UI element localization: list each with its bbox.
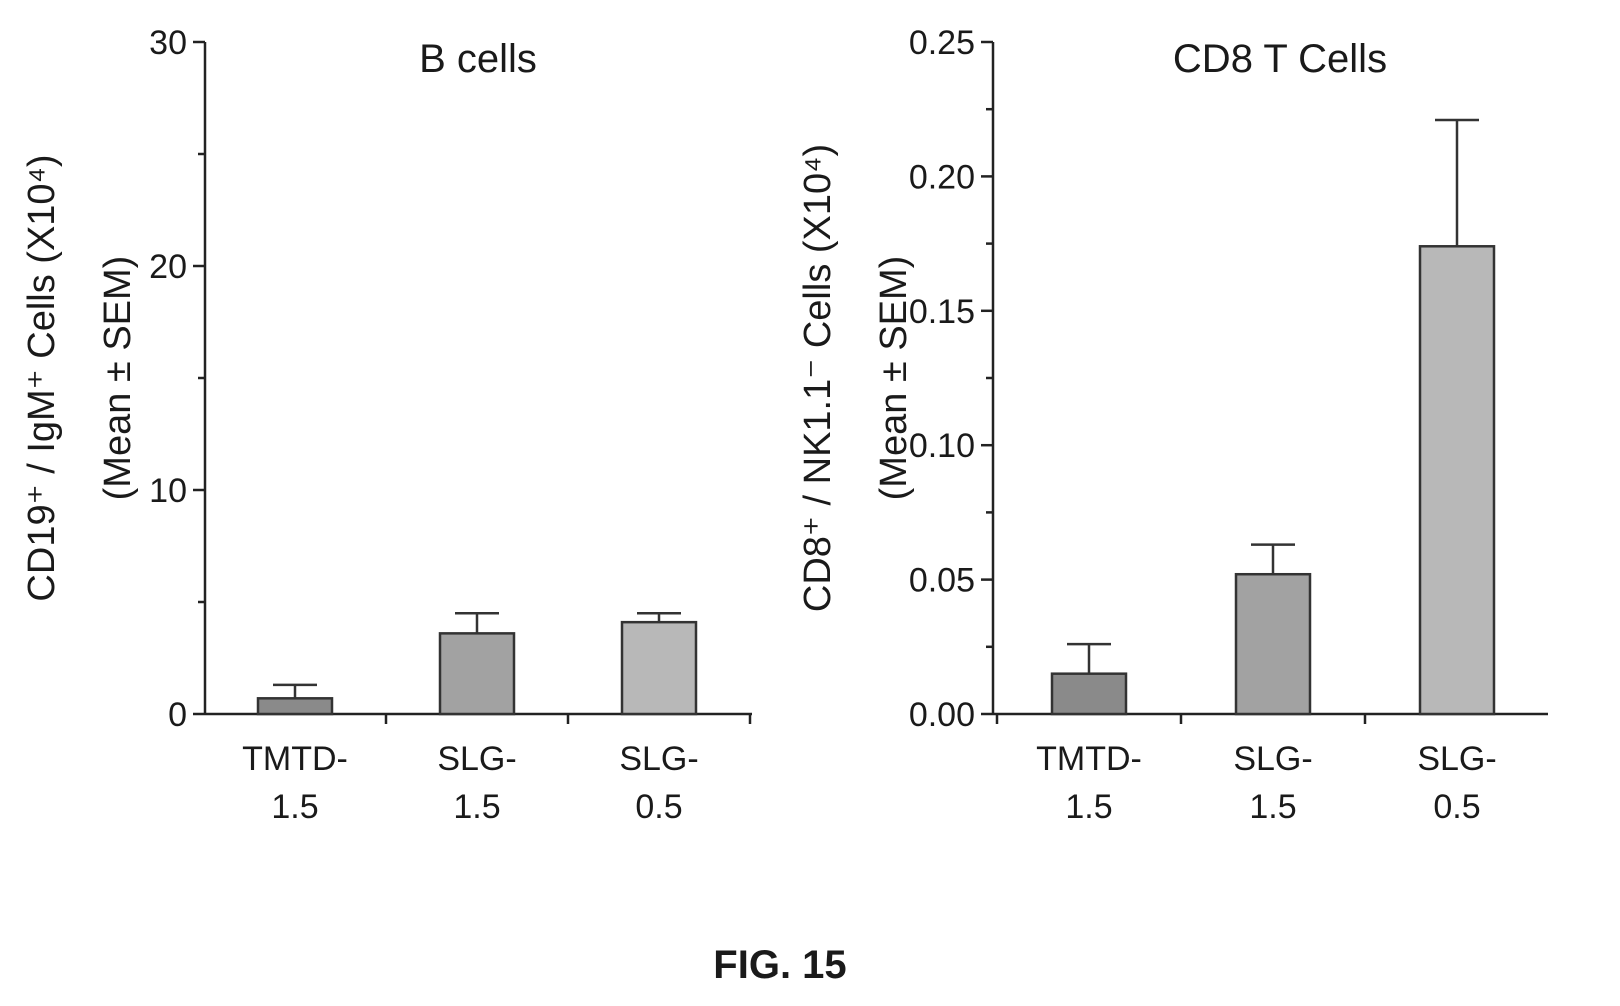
y-tick-label: 0.00	[909, 696, 975, 734]
y-axis-label: CD19⁺ / IgM⁺ Cells (X10⁴)	[21, 154, 63, 601]
x-category-label: 1.5	[1065, 788, 1112, 826]
y-tick-label: 0.10	[909, 427, 975, 465]
x-category-label: SLG-	[1417, 740, 1496, 778]
x-category-label: TMTD-	[242, 740, 348, 778]
y-axis-label: CD8⁺ / NK1.1⁻ Cells (X10⁴)	[797, 144, 839, 612]
bar	[620, 620, 698, 716]
y-tick-label: 0.15	[909, 293, 975, 331]
bar	[438, 632, 516, 716]
chart-title: B cells	[419, 37, 537, 81]
y-tick-label: 20	[149, 248, 187, 286]
x-category-label: TMTD-	[1036, 740, 1142, 778]
x-category-label: 1.5	[1249, 788, 1296, 826]
y-tick-label: 0	[168, 696, 187, 734]
bar	[1234, 572, 1312, 716]
chart-panel-1: 0 10 20 30 TMTD- 1.5 SLG- 1.5 SLG- 0.5 B cells CD19…	[21, 24, 752, 826]
x-category-label: 0.5	[1433, 788, 1480, 826]
y-tick-label: 30	[149, 24, 187, 62]
x-category-label: SLG-	[619, 740, 698, 778]
x-category-label: 1.5	[453, 788, 500, 826]
chart-title: CD8 T Cells	[1173, 37, 1387, 81]
x-category-label: 1.5	[271, 788, 318, 826]
x-category-label: SLG-	[1233, 740, 1312, 778]
figure-caption: FIG. 15	[713, 943, 846, 987]
y-tick-label: 0.20	[909, 158, 975, 196]
x-category-label: SLG-	[437, 740, 516, 778]
bar	[1418, 245, 1496, 716]
bar	[256, 697, 334, 716]
y-axis-label-sub: (Mean ± SEM)	[97, 256, 139, 501]
chart-panel-2: 0.00 0.05 0.10 0.15 0.20 0.25 TMTD- 1.5 SLG- 1.5 S…	[797, 24, 1548, 826]
y-tick-label: 10	[149, 472, 187, 510]
y-tick-label: 0.25	[909, 24, 975, 62]
bar	[1050, 672, 1128, 716]
y-axis-label-sub: (Mean ± SEM)	[873, 256, 915, 501]
x-category-label: 0.5	[635, 788, 682, 826]
y-tick-label: 0.05	[909, 562, 975, 600]
